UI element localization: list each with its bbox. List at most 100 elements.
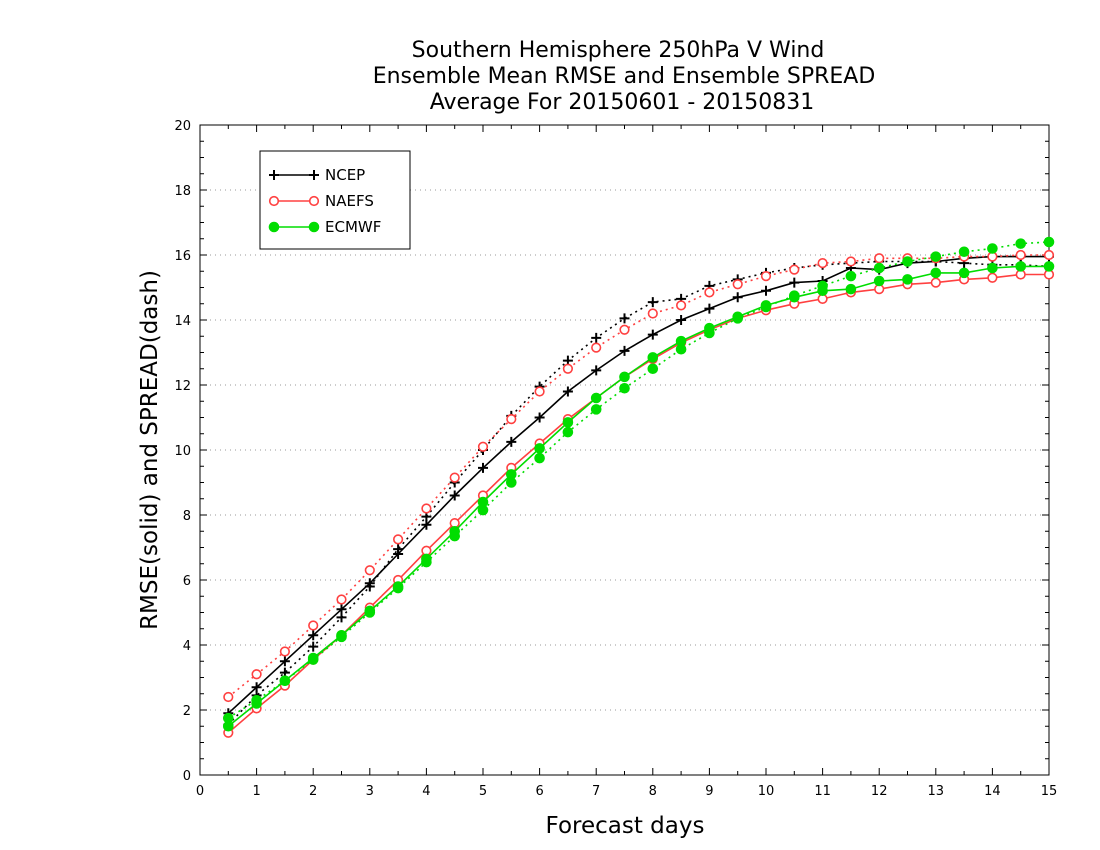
x-tick-label: 8 [649, 784, 657, 799]
x-tick-label: 2 [309, 784, 317, 799]
x-tick-label: 6 [535, 784, 543, 799]
y-tick-label: 6 [183, 574, 191, 589]
spread-point [873, 262, 885, 274]
spread-point [930, 251, 942, 262]
spread-point [1043, 236, 1055, 248]
rmse-point [478, 462, 488, 473]
legend-box [259, 150, 411, 250]
spread-point [675, 300, 687, 311]
rmse-point [251, 682, 262, 693]
y-tick-label: 4 [183, 639, 191, 654]
rmse-point [223, 720, 234, 732]
rmse-point [704, 322, 715, 334]
legend-marker [308, 195, 320, 207]
x-tick-label: 14 [984, 784, 1001, 799]
spread-point [845, 256, 857, 267]
rmse-point [364, 605, 376, 617]
spread-point [987, 243, 998, 254]
rmse-point [477, 496, 489, 508]
rmse-point [845, 283, 857, 295]
rmse-point [449, 490, 460, 501]
rmse-point [506, 469, 517, 480]
y-tick-label: 0 [183, 769, 191, 784]
rmse-point [421, 519, 432, 530]
rmse-point [307, 652, 319, 664]
spread-point [647, 297, 658, 308]
rmse-point [449, 525, 461, 537]
rmse-point [562, 386, 573, 397]
rmse-point [393, 549, 404, 559]
spread-point [619, 382, 630, 394]
legend-marker [268, 221, 280, 233]
rmse-point [591, 365, 602, 376]
spread-point [817, 258, 828, 269]
y-tick-label: 16 [174, 249, 191, 264]
x-axis-label: Forecast days [546, 813, 705, 839]
grid-lines [200, 189, 1049, 711]
rmse-point [392, 581, 404, 592]
rmse-point [251, 698, 262, 709]
x-tick-label: 3 [366, 784, 374, 799]
spread-point [308, 620, 319, 631]
series-ecmwf [223, 236, 1055, 732]
x-tick-label: 10 [758, 784, 775, 799]
spread-point [562, 363, 574, 374]
spread-point [1043, 249, 1055, 261]
rmse-point [421, 553, 432, 565]
spread-point [1015, 238, 1027, 249]
spread-point [647, 363, 659, 375]
spread-point [223, 691, 234, 703]
rmse-point [1043, 261, 1055, 272]
spread-point [591, 342, 602, 353]
rmse-point [732, 311, 744, 323]
spread-point [619, 313, 630, 324]
spread-point [308, 641, 319, 652]
legend-marker [309, 170, 319, 180]
spread-point [704, 287, 715, 298]
legend-item-ncep: NCEP [269, 166, 365, 184]
rmse-point [675, 335, 687, 347]
spread-point [364, 565, 375, 576]
spread-point [449, 472, 460, 483]
legend-marker [268, 195, 280, 207]
legend-marker [308, 221, 320, 233]
x-tick-label: 5 [479, 784, 487, 799]
rmse-point [647, 329, 658, 340]
spread-point [562, 426, 574, 438]
series-naefs [223, 249, 1055, 738]
spread-line-naefs [227, 254, 1049, 698]
rmse-point [1015, 261, 1027, 272]
rmse-point [590, 392, 602, 404]
x-tick-label: 1 [252, 784, 260, 799]
y-tick-label: 20 [174, 119, 191, 134]
rmse-point [704, 303, 715, 314]
x-tick-label: 13 [928, 784, 945, 799]
legend-marker [269, 170, 279, 180]
rmse-point [873, 275, 885, 287]
rmse-point [987, 262, 998, 274]
spread-point [958, 246, 970, 258]
x-tick-label: 9 [705, 784, 713, 799]
x-tick-label: 0 [196, 784, 204, 799]
x-tick-label: 7 [592, 784, 600, 799]
rmse-point [534, 443, 545, 454]
spread-point [534, 386, 545, 397]
rmse-point [676, 315, 687, 325]
title-line-1: Southern Hemisphere 250hPa V Wind [412, 38, 825, 63]
rmse-point [619, 371, 630, 383]
y-axis-label: RMSE(solid) and SPREAD(dash) [137, 270, 163, 630]
rmse-point [817, 285, 828, 297]
spread-point [845, 270, 857, 282]
rmse-point [562, 417, 574, 428]
spread-point [591, 332, 602, 343]
legend-label: NAEFS [325, 192, 374, 210]
spread-point [251, 669, 262, 680]
spread-point [874, 253, 885, 264]
spread-point [279, 646, 291, 657]
chart-title: Southern Hemisphere 250hPa V Wind Ensemb… [373, 38, 876, 115]
rmse-point [902, 274, 913, 285]
series-ncep [223, 251, 1054, 730]
rmse-point [761, 285, 771, 296]
